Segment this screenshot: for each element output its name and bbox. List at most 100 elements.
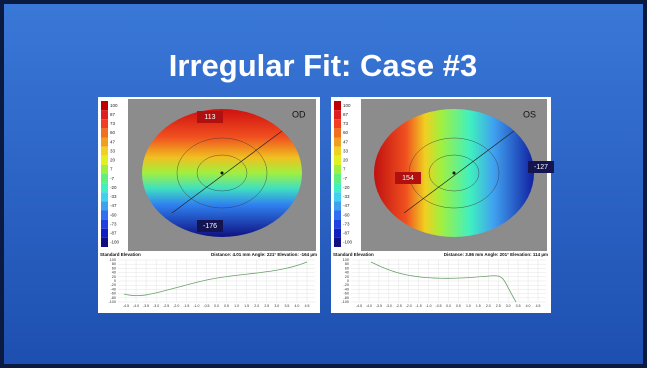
high-value: 154 [402, 175, 414, 182]
profile-x-label: 4.0 [295, 304, 300, 308]
profile-x-label: -4.5 [356, 304, 362, 308]
profile-x-label: -3.5 [376, 304, 382, 308]
profile-x-label: -4.5 [123, 304, 129, 308]
scale-label: -60 [343, 212, 350, 217]
profile-x-label: -3.0 [153, 304, 159, 308]
scale-label: 100 [110, 103, 118, 108]
scale-swatch [101, 201, 108, 210]
scale-swatch [334, 192, 341, 201]
scale-swatch [334, 128, 341, 137]
scale-swatch [334, 174, 341, 183]
scale-label: 60 [110, 130, 116, 135]
scale-label: -73 [343, 221, 350, 226]
profile-y-label: -100 [341, 300, 349, 304]
profile-x-label: -2.5 [163, 304, 169, 308]
scale-swatch [101, 165, 108, 174]
scale-label: -20 [110, 185, 117, 190]
scale-label: 20 [343, 158, 349, 163]
scale-swatch [334, 211, 341, 220]
scale-label: -47 [110, 203, 117, 208]
profile-x-label: 1.0 [466, 304, 471, 308]
profile-x-label: 1.5 [476, 304, 481, 308]
scale-label: 73 [110, 121, 116, 126]
profile-y-label: -100 [108, 300, 116, 304]
scale-swatch [101, 183, 108, 192]
profile-x-label: 0.0 [446, 304, 451, 308]
profile-x-label: -2.5 [396, 304, 402, 308]
slide: Irregular Fit: Case #3 1008773604733207-… [0, 0, 647, 368]
scale-swatch [101, 192, 108, 201]
scale-swatch [334, 165, 341, 174]
scale-swatch [101, 211, 108, 220]
scale-label: -100 [343, 240, 353, 245]
high-value: 113 [204, 114, 215, 121]
eye-label: OS [523, 109, 536, 119]
scale-label: 47 [343, 139, 349, 144]
profile-x-label: 4.5 [305, 304, 310, 308]
profile-x-label: 3.5 [284, 304, 289, 308]
scale-label: 47 [110, 139, 116, 144]
scale-swatch [334, 138, 341, 147]
scale-swatch [334, 110, 341, 119]
scale-swatch [101, 119, 108, 128]
scale-label: -47 [343, 203, 350, 208]
profile-x-label: -3.0 [386, 304, 392, 308]
profile-x-label: 3.0 [274, 304, 279, 308]
eye-label: OD [292, 109, 306, 119]
scale-label: -73 [110, 221, 117, 226]
scale-swatch [101, 138, 108, 147]
center-dot [453, 172, 456, 175]
scale-swatch [101, 229, 108, 238]
scale-swatch [101, 220, 108, 229]
scale-swatch [101, 128, 108, 137]
profile-x-label: -2.0 [173, 304, 179, 308]
scale-swatch [334, 101, 341, 110]
scale-swatch [334, 156, 341, 165]
profile-x-label: -1.0 [193, 304, 199, 308]
scale-swatch [101, 174, 108, 183]
scale-label: 100 [343, 103, 351, 108]
scale-swatch [334, 238, 341, 247]
scale-label: -33 [110, 194, 117, 199]
scale-label: 33 [343, 148, 349, 153]
info: Distance: 4.01 mm Angle: 221° Elevation:… [211, 252, 317, 257]
profile-x-label: -0.5 [203, 304, 209, 308]
profile-x-label: -3.5 [143, 304, 149, 308]
scale-swatch [334, 201, 341, 210]
profile-x-label: 2.5 [264, 304, 269, 308]
low-value: -176 [203, 223, 217, 230]
profile-x-label: 1.5 [244, 304, 249, 308]
profile-x-label: 2.5 [496, 304, 501, 308]
profile-x-label: -2.0 [406, 304, 412, 308]
scale-swatch [334, 183, 341, 192]
scale-swatch [334, 147, 341, 156]
scale-swatch [101, 101, 108, 110]
profile-x-label: -1.5 [183, 304, 189, 308]
scale-label: -20 [343, 185, 350, 190]
profile-x-label: -1.0 [426, 304, 432, 308]
scale-swatch [101, 147, 108, 156]
scale-label: -7 [343, 176, 347, 181]
scale-swatch [101, 238, 108, 247]
scale-swatch [101, 110, 108, 119]
profile-x-label: 2.0 [254, 304, 259, 308]
center-dot [221, 172, 224, 175]
profile-x-label: 0.5 [456, 304, 461, 308]
caption: Standard Elevation [100, 252, 141, 257]
profile-x-label: 0.5 [224, 304, 229, 308]
profile-x-label: -4.0 [133, 304, 139, 308]
scale-swatch [101, 156, 108, 165]
profile-x-label: -1.5 [416, 304, 422, 308]
profile-x-label: 4.0 [526, 304, 531, 308]
info: Distance: 3.86 mm Angle: 201° Elevation:… [444, 252, 548, 257]
low-value: -127 [534, 164, 548, 171]
scale-label: 87 [110, 112, 116, 117]
profile-x-label: 0.0 [214, 304, 219, 308]
profile-x-label: 3.5 [516, 304, 521, 308]
scale-label: 73 [343, 121, 349, 126]
scale-swatch [334, 220, 341, 229]
scale-label: -60 [110, 212, 117, 217]
profile-x-label: -0.5 [436, 304, 442, 308]
scale-swatch [334, 119, 341, 128]
profile-x-label: 3.0 [506, 304, 511, 308]
